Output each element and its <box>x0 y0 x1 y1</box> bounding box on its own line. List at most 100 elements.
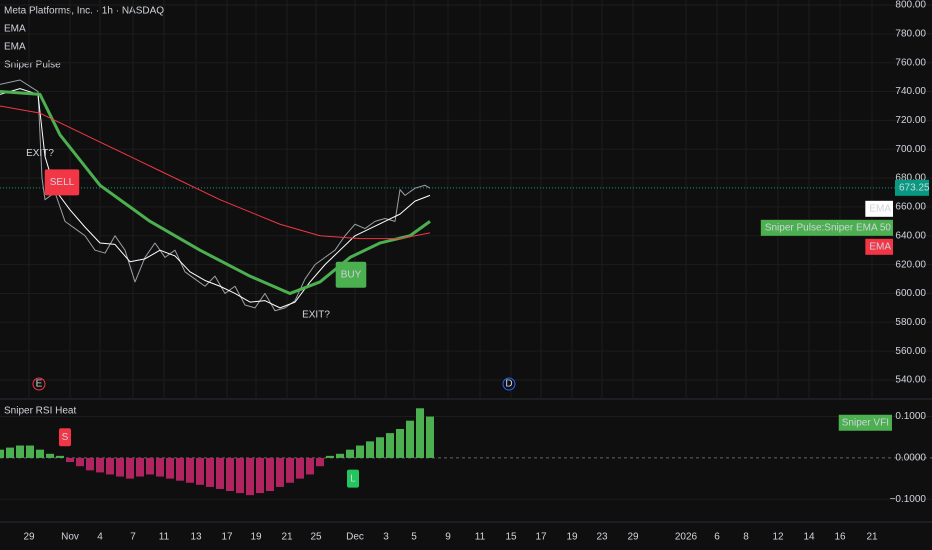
y-tick-label: 0.1000 <box>895 411 926 422</box>
histogram-bar <box>226 457 234 492</box>
x-tick-label: 5 <box>411 532 417 543</box>
x-tick-label: 15 <box>505 532 517 543</box>
annotation: EXIT? <box>302 310 330 321</box>
x-tick-label: Dec <box>346 532 364 543</box>
series-label-box <box>865 200 893 217</box>
histogram-bar <box>16 445 24 458</box>
x-tick-label: 29 <box>627 532 639 543</box>
histogram-bar <box>76 457 84 467</box>
histogram-bar <box>56 455 64 458</box>
histogram-bar <box>106 457 114 475</box>
signal-label: SELL <box>50 177 75 188</box>
histogram-bar <box>306 457 314 475</box>
signal-box <box>335 261 367 288</box>
histogram-bar <box>386 433 394 458</box>
histogram-bar <box>286 457 294 483</box>
histogram-bar <box>156 457 164 477</box>
x-tick-label: 19 <box>566 532 578 543</box>
histogram-bar <box>336 453 344 458</box>
event-marker <box>502 377 516 391</box>
histogram-bar <box>136 457 144 477</box>
signal-box <box>59 428 71 447</box>
annotation: EXIT? <box>26 148 54 159</box>
x-tick-label: Nov <box>61 532 79 543</box>
histogram-bar <box>176 457 184 481</box>
histogram-bar <box>346 449 354 458</box>
histogram-bar <box>216 457 224 489</box>
histogram-bar <box>206 457 214 487</box>
indicator-label: Sniper Pulse <box>4 60 61 71</box>
signal-label: BUY <box>341 269 362 280</box>
symbol-title: Meta Platforms, Inc. · 1h · NASDAQ <box>4 6 164 17</box>
histogram-bar <box>426 416 434 458</box>
series-label-box <box>760 219 893 236</box>
histogram-bar <box>66 457 74 463</box>
y-tick-label: 800.00 <box>895 0 926 11</box>
y-tick-label: 700.00 <box>895 144 926 155</box>
indicator-label: EMA <box>4 24 26 35</box>
x-tick-label: 7 <box>130 532 136 543</box>
histogram-bar <box>146 457 154 475</box>
x-tick-label: 2026 <box>675 532 698 543</box>
x-tick-label: 21 <box>281 532 293 543</box>
histogram-bar <box>366 441 374 458</box>
histogram-bar <box>236 457 244 494</box>
value-label: Sniper VFI <box>842 417 889 428</box>
last-price-label: 673.25 <box>899 182 930 193</box>
y-tick-label: 640.00 <box>895 230 926 241</box>
series-line <box>0 88 431 309</box>
x-tick-label: 21 <box>866 532 878 543</box>
y-tick-label: 760.00 <box>895 57 926 68</box>
signal-label: L <box>350 473 356 484</box>
histogram-bar <box>326 455 334 458</box>
event-label: D <box>505 379 512 390</box>
series-line <box>0 79 431 312</box>
series-label-box <box>865 238 893 255</box>
x-tick-label: 17 <box>221 532 233 543</box>
histogram-bar <box>26 445 34 458</box>
y-tick-label: 600.00 <box>895 288 926 299</box>
event-label: E <box>36 379 43 390</box>
histogram-bar <box>96 457 104 473</box>
x-tick-label: 9 <box>445 532 451 543</box>
histogram-bar <box>196 457 204 485</box>
histogram-bar <box>266 457 274 492</box>
histogram-bar <box>356 445 364 458</box>
signal-box <box>347 469 359 488</box>
y-tick-label: 580.00 <box>895 317 926 328</box>
x-tick-label: 25 <box>310 532 322 543</box>
pane-title: Sniper RSI Heat <box>4 406 76 417</box>
x-tick-label: 29 <box>23 532 35 543</box>
indicator-label: EMA <box>4 42 26 53</box>
y-tick-label: 540.00 <box>895 375 926 386</box>
x-tick-label: 13 <box>190 532 202 543</box>
histogram-bar <box>416 408 424 458</box>
histogram-bar <box>36 449 44 458</box>
x-tick-label: 14 <box>803 532 815 543</box>
x-tick-label: 3 <box>383 532 389 543</box>
y-tick-label: 680.00 <box>895 173 926 184</box>
signal-box <box>44 169 80 196</box>
y-tick-label: 660.00 <box>895 202 926 213</box>
histogram-bar <box>256 457 264 494</box>
x-tick-label: 8 <box>743 532 749 543</box>
x-tick-label: 17 <box>535 532 547 543</box>
x-tick-label: 19 <box>250 532 262 543</box>
signal-label: S <box>62 432 69 443</box>
x-tick-label: 23 <box>596 532 608 543</box>
x-tick-label: 11 <box>159 532 170 543</box>
histogram-bar <box>316 457 324 467</box>
series-line <box>0 105 431 240</box>
y-tick-label: −0.1000 <box>890 494 927 505</box>
histogram-bar <box>86 457 94 471</box>
histogram-bar <box>376 437 384 458</box>
series-label: EMA <box>869 203 891 214</box>
histogram-bar <box>46 453 54 458</box>
y-tick-label: 780.00 <box>895 28 926 39</box>
x-tick-label: 12 <box>772 532 784 543</box>
histogram-bar <box>276 457 284 487</box>
histogram-bar <box>186 457 194 483</box>
event-marker <box>32 377 46 391</box>
histogram-bar <box>406 420 414 458</box>
